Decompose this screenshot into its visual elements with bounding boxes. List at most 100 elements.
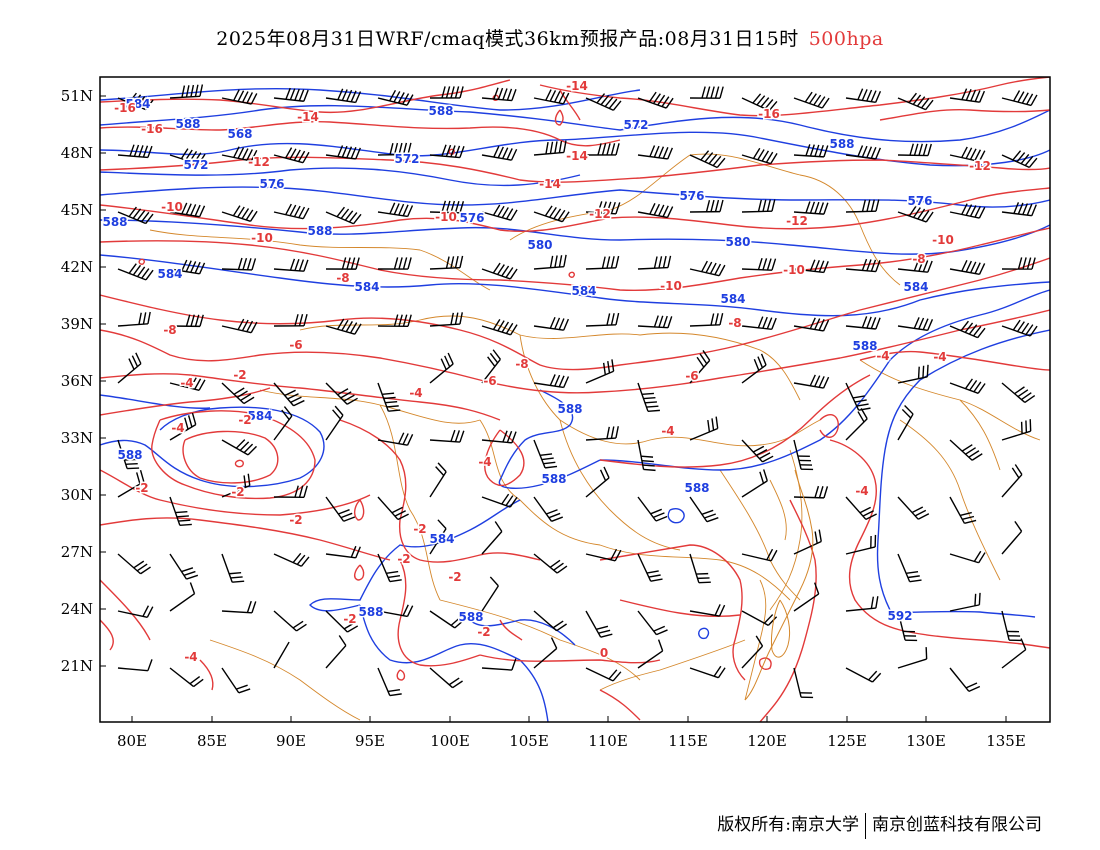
temperature-contour-label: -4 bbox=[876, 349, 889, 363]
wind-barb bbox=[585, 201, 621, 215]
temperature-contour-label: -2 bbox=[397, 552, 410, 566]
temperature-contour-label: -2 bbox=[448, 570, 461, 584]
wind-barb bbox=[117, 439, 140, 470]
temperature-contour-label: -2 bbox=[238, 413, 251, 427]
temperature-contour-label: -14 bbox=[297, 110, 319, 124]
wind-barb bbox=[169, 84, 204, 99]
wind-barb bbox=[897, 496, 930, 520]
wind-barb bbox=[377, 604, 414, 618]
wind-barb bbox=[637, 91, 674, 109]
wind-barb bbox=[637, 203, 674, 219]
wind-barb bbox=[533, 610, 567, 632]
wind-barb bbox=[429, 429, 465, 443]
wind-barb bbox=[221, 257, 257, 271]
wind-barb bbox=[1001, 638, 1027, 669]
temperature-contour-label: -8 bbox=[515, 357, 528, 371]
plot-frame bbox=[99, 76, 1051, 723]
height-contour-label: 584 bbox=[903, 280, 928, 294]
wind-barb bbox=[117, 311, 151, 327]
coastline bbox=[744, 469, 814, 701]
wind-barb bbox=[117, 553, 151, 575]
wind-barb bbox=[949, 496, 977, 524]
wind-barb bbox=[221, 318, 258, 334]
temperature-contour-label: -8 bbox=[912, 252, 925, 266]
wind-barb bbox=[429, 667, 463, 689]
wind-barb bbox=[1001, 319, 1038, 337]
wind-barb bbox=[689, 496, 719, 523]
lon-label: 90E bbox=[276, 732, 306, 750]
wind-barb bbox=[897, 205, 934, 223]
wind-barb bbox=[585, 548, 622, 562]
wind-barb bbox=[533, 140, 567, 156]
temperature-contour-label: -6 bbox=[289, 338, 302, 352]
footer-separator bbox=[865, 812, 866, 839]
wind-barb bbox=[533, 205, 570, 223]
height-contour-label: 588 bbox=[307, 224, 332, 238]
wind-barb bbox=[1001, 419, 1032, 441]
wind-barb bbox=[481, 576, 499, 612]
lat-label: 24N bbox=[61, 600, 93, 618]
temperature-contour-label: -4 bbox=[478, 455, 491, 469]
wind-barb bbox=[325, 145, 361, 160]
wind-barb bbox=[1001, 520, 1023, 555]
wind-barb bbox=[325, 88, 362, 104]
temperature-contour-label: -8 bbox=[163, 323, 176, 337]
height-contour-label: 588 bbox=[829, 137, 854, 151]
wind-barb bbox=[949, 146, 986, 163]
wind-barb bbox=[845, 534, 877, 555]
lat-label: 33N bbox=[61, 429, 93, 447]
temperature-contour-label: -8 bbox=[336, 271, 349, 285]
height-contour-label: 576 bbox=[907, 194, 932, 208]
wind-barb bbox=[637, 610, 668, 636]
wind-barb bbox=[741, 635, 764, 669]
wind-barb bbox=[481, 430, 517, 444]
lon-label: 105E bbox=[509, 732, 549, 750]
wind-barb bbox=[273, 147, 310, 164]
wind-barb bbox=[793, 582, 820, 612]
wind-barb bbox=[845, 258, 881, 273]
temperature-contour-label: -4 bbox=[409, 386, 422, 400]
temperature-contour-label: -2 bbox=[233, 368, 246, 382]
height-contour-label: 584 bbox=[354, 280, 379, 294]
height-contour-label: 576 bbox=[679, 189, 704, 203]
wind-barb bbox=[845, 496, 877, 521]
wind-barb bbox=[845, 316, 881, 330]
height-contour-label: 584 bbox=[247, 409, 272, 423]
wind-barb bbox=[793, 259, 829, 274]
wind-barb bbox=[221, 382, 255, 405]
wind-barb bbox=[481, 262, 518, 280]
wind-barb bbox=[949, 667, 981, 692]
lon-label: 85E bbox=[197, 732, 227, 750]
wind-barb bbox=[117, 352, 142, 384]
wind-barb bbox=[429, 255, 464, 270]
temperature-contour-label: -16 bbox=[758, 107, 780, 121]
lon-label: 80E bbox=[117, 732, 147, 750]
wind-barb bbox=[273, 203, 310, 220]
wind-barb bbox=[845, 88, 882, 103]
wind-barb bbox=[221, 439, 257, 456]
wind-barb bbox=[585, 93, 622, 111]
temperature-contour-label: -10 bbox=[435, 210, 457, 224]
lon-label: 115E bbox=[668, 732, 708, 750]
wind-barb bbox=[741, 439, 774, 463]
wind-barb bbox=[169, 667, 204, 688]
temperature-contour-label: -10 bbox=[660, 279, 682, 293]
contour-labels: 588 584 588 572 568 588 572 588 572 576 576 576 588 5… bbox=[101, 78, 992, 666]
lon-label: 95E bbox=[355, 732, 385, 750]
wind-barb bbox=[429, 462, 447, 498]
wind-barb bbox=[637, 382, 660, 412]
wind-barb bbox=[793, 144, 829, 158]
wind-barb bbox=[481, 318, 518, 336]
wind-barb bbox=[845, 667, 882, 683]
temperature-contour-label: -4 bbox=[933, 350, 946, 364]
wind-barb bbox=[741, 93, 778, 112]
height-contour-label: 584 bbox=[429, 532, 454, 546]
wind-barb bbox=[481, 87, 517, 102]
wind-barb bbox=[325, 545, 361, 559]
temperature-contour-label: -4 bbox=[171, 421, 184, 435]
lat-label: 42N bbox=[61, 258, 93, 276]
lon-label: 100E bbox=[430, 732, 470, 750]
lat-label: 45N bbox=[61, 201, 93, 219]
wind-barb bbox=[273, 641, 290, 669]
wind-barb bbox=[845, 408, 868, 441]
